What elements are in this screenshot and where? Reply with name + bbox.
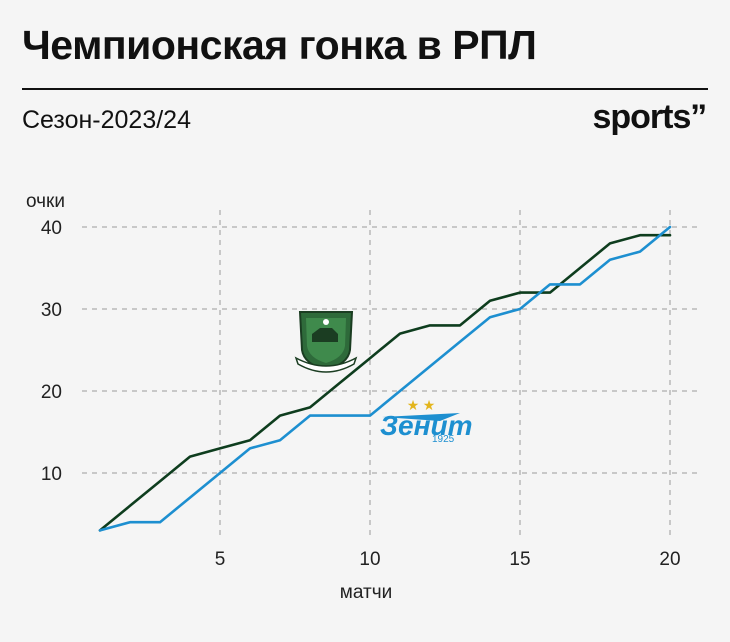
chart-subtitle: Сезон-2023/24 bbox=[22, 106, 191, 134]
y-axis-label: очки bbox=[26, 191, 65, 212]
y-tick-label: 10 bbox=[41, 464, 62, 485]
axes: 10 20 30 40 5 10 15 20 очки матчи bbox=[26, 191, 681, 603]
series-line-2 bbox=[98, 225, 672, 532]
zenit-logo-icon: ★ ★ Зенит 1925 bbox=[380, 398, 472, 445]
x-tick-label: 15 bbox=[509, 549, 530, 570]
zenit-wordmark: Зенит bbox=[380, 410, 472, 441]
svg-text:★: ★ bbox=[423, 398, 436, 414]
series-lines bbox=[98, 225, 672, 532]
y-tick-label: 30 bbox=[41, 300, 62, 321]
x-tick-label: 20 bbox=[659, 549, 680, 570]
title-divider bbox=[22, 88, 708, 90]
x-tick-label: 10 bbox=[359, 549, 380, 570]
y-tick-label: 20 bbox=[41, 382, 62, 403]
series-line-1 bbox=[98, 233, 672, 532]
zenit-year: 1925 bbox=[432, 434, 455, 445]
x-tick-label: 5 bbox=[215, 549, 226, 570]
krasnodar-crest-icon bbox=[294, 311, 358, 373]
svg-text:★: ★ bbox=[407, 398, 420, 414]
brand-logo: sports’’ bbox=[592, 98, 707, 136]
chart-title: Чемпионская гонка в РПЛ bbox=[22, 22, 537, 68]
grid bbox=[82, 210, 700, 540]
x-axis-label: матчи bbox=[340, 582, 392, 603]
y-tick-label: 40 bbox=[41, 218, 62, 239]
